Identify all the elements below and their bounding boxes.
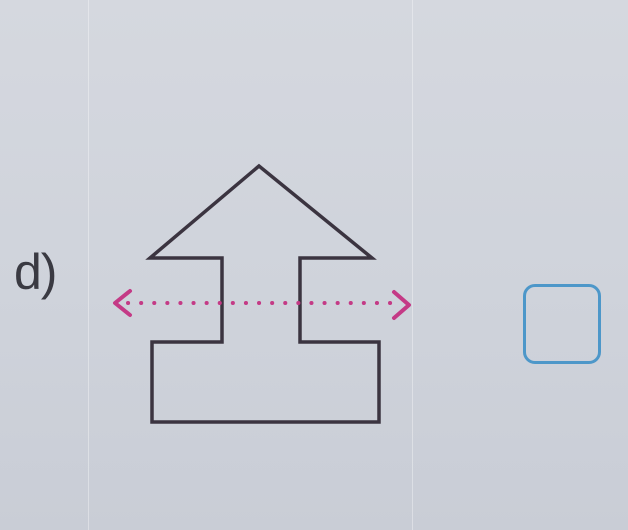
symmetry-line-right-arrowhead	[392, 290, 411, 320]
arrow-house-shape	[145, 163, 381, 424]
symmetry-line-left-arrowhead	[113, 289, 132, 317]
paper-guide-line	[412, 0, 413, 530]
exercise-label: d)	[14, 244, 57, 300]
paper-guide-line	[88, 0, 89, 530]
answer-checkbox[interactable]	[523, 284, 601, 364]
